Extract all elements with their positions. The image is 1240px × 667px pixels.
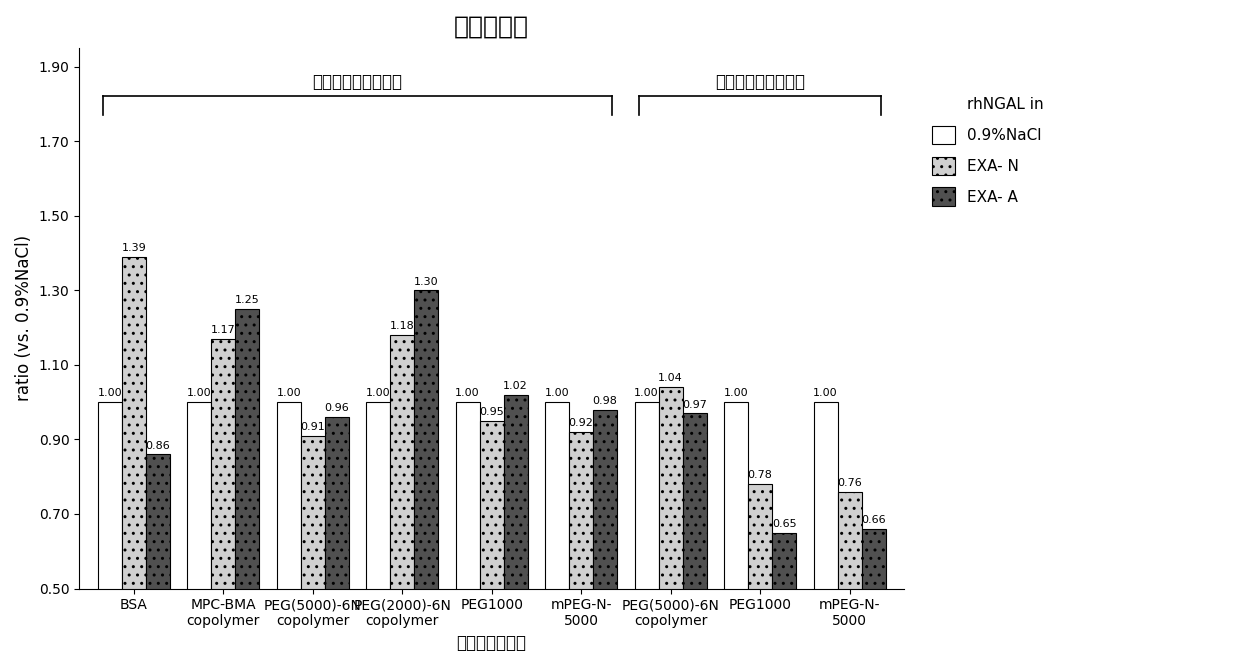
- Bar: [187, 402, 211, 667]
- Bar: [480, 421, 503, 667]
- Bar: [658, 387, 682, 667]
- Bar: [391, 335, 414, 667]
- Text: 1.00: 1.00: [635, 388, 658, 398]
- Text: 0.78: 0.78: [748, 470, 773, 480]
- Text: 1.00: 1.00: [813, 388, 838, 398]
- Bar: [325, 417, 348, 667]
- Text: 1.00: 1.00: [98, 388, 122, 398]
- Bar: [366, 402, 391, 667]
- Text: 0.65: 0.65: [771, 519, 796, 529]
- Text: 多克隆抗体包被试剂: 多克隆抗体包被试剂: [715, 73, 805, 91]
- Legend: rhNGAL in, 0.9%NaCl, EXA- N, EXA- A: rhNGAL in, 0.9%NaCl, EXA- N, EXA- A: [920, 83, 1056, 218]
- Text: 0.92: 0.92: [569, 418, 594, 428]
- Bar: [748, 484, 773, 667]
- Bar: [593, 410, 618, 667]
- Text: 1.00: 1.00: [366, 388, 391, 398]
- Bar: [122, 257, 146, 667]
- Bar: [98, 402, 122, 667]
- Text: 0.91: 0.91: [300, 422, 325, 432]
- Y-axis label: ratio (vs. 0.9%NaCl): ratio (vs. 0.9%NaCl): [15, 235, 33, 402]
- Text: 0.95: 0.95: [480, 407, 503, 417]
- Text: 1.02: 1.02: [503, 381, 528, 391]
- Text: 1.39: 1.39: [122, 243, 146, 253]
- Text: 1.00: 1.00: [277, 388, 301, 398]
- Text: 1.00: 1.00: [544, 388, 569, 398]
- Text: 1.30: 1.30: [414, 277, 439, 287]
- Text: 0.98: 0.98: [593, 396, 618, 406]
- Text: 1.00: 1.00: [187, 388, 212, 398]
- Bar: [635, 402, 658, 667]
- Text: 0.66: 0.66: [862, 515, 885, 525]
- Bar: [837, 492, 862, 667]
- Bar: [503, 395, 528, 667]
- Bar: [813, 402, 837, 667]
- Bar: [455, 402, 480, 667]
- Bar: [414, 290, 438, 667]
- Bar: [773, 532, 796, 667]
- Bar: [682, 414, 707, 667]
- Text: 单克隆抗体包被试剂: 单克隆抗体包被试剂: [312, 73, 403, 91]
- Bar: [569, 432, 593, 667]
- Title: 血清影响率: 血清影响率: [454, 15, 529, 39]
- Text: 0.97: 0.97: [682, 400, 707, 410]
- Bar: [724, 402, 748, 667]
- Text: 1.18: 1.18: [389, 321, 414, 331]
- Text: 0.86: 0.86: [145, 441, 170, 451]
- Text: 1.00: 1.00: [455, 388, 480, 398]
- Bar: [300, 436, 325, 667]
- Text: 0.96: 0.96: [325, 404, 350, 414]
- Text: 1.17: 1.17: [211, 325, 236, 335]
- Text: 1.04: 1.04: [658, 374, 683, 384]
- Bar: [277, 402, 300, 667]
- Bar: [546, 402, 569, 667]
- X-axis label: 封闭剂主要成分: 封闭剂主要成分: [456, 634, 527, 652]
- Bar: [236, 309, 259, 667]
- Text: 0.76: 0.76: [837, 478, 862, 488]
- Text: 1.25: 1.25: [234, 295, 259, 305]
- Text: 1.00: 1.00: [724, 388, 749, 398]
- Bar: [146, 454, 170, 667]
- Bar: [211, 339, 236, 667]
- Bar: [862, 529, 885, 667]
